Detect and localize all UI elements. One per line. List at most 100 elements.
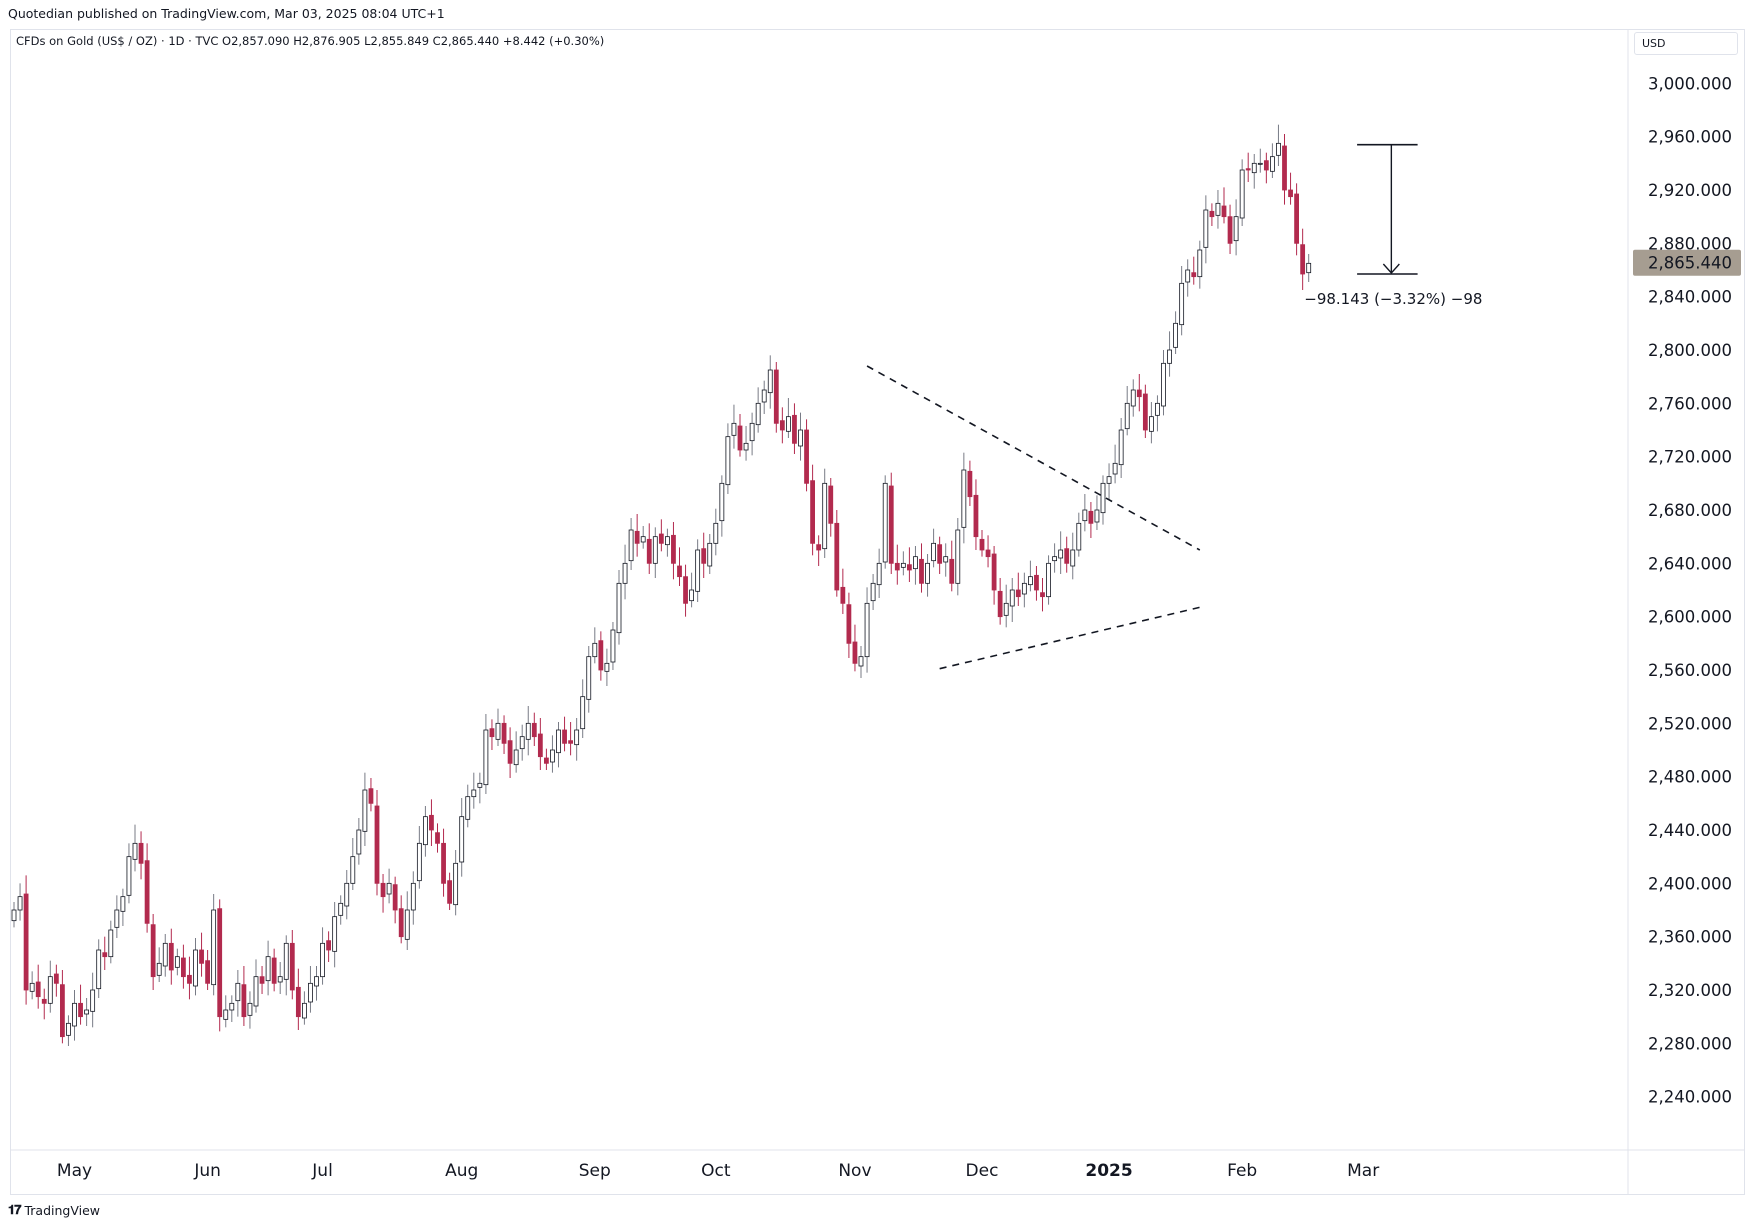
candle-body-up [265, 956, 271, 982]
candle-body-down [779, 420, 785, 431]
candle-body-up [695, 549, 701, 592]
candle-body-down [380, 882, 386, 898]
candle-body-up [1052, 556, 1057, 562]
candle-body-down [1209, 210, 1215, 218]
price-axis[interactable]: 2,240.000 2,280.000 2,320.000 2,360.000 2,40… [1633, 74, 1741, 1107]
candle-body-up [277, 976, 283, 983]
candle-body-down [150, 924, 156, 978]
price-tick-label: 2,600.000 [1648, 608, 1732, 627]
candle-body-up [913, 556, 918, 570]
candle-body-down [429, 814, 434, 831]
candle-body-up [495, 722, 501, 740]
candle-body-up [1276, 142, 1281, 156]
candle-body-up [1203, 209, 1209, 248]
lower-trendline [939, 606, 1200, 670]
candle-body-up [332, 916, 338, 952]
candle-body-up [556, 729, 561, 754]
footer-logo-text: TradingView [24, 1203, 100, 1218]
candle-body-up [1106, 476, 1112, 484]
candle-body-up [96, 949, 102, 990]
candle-body-up [1233, 216, 1239, 242]
candle-body-down [1142, 393, 1148, 431]
candle-body-up [362, 789, 368, 832]
candle-body-up [870, 582, 876, 602]
candle-body-up [1215, 202, 1221, 216]
candle-body-up [162, 942, 168, 967]
candle-body-up [1239, 169, 1245, 219]
time-tick-label: Nov [838, 1161, 871, 1181]
candle-body-up [731, 422, 737, 436]
candle-body-down [507, 740, 513, 764]
candle-body-up [1046, 562, 1051, 598]
candle-body-down [501, 722, 507, 744]
candle-body-up [301, 1002, 307, 1019]
candle-body-down [1015, 589, 1021, 598]
candle-body-up [1251, 162, 1257, 174]
candle-body-up [211, 909, 217, 986]
candle-body-up [66, 1022, 71, 1036]
candle-body-up [513, 749, 519, 766]
candle-body-up [84, 1009, 89, 1015]
last-price-badge [1633, 249, 1741, 276]
candle-body-down [1088, 510, 1094, 524]
price-tick-label: 2,400.000 [1648, 874, 1732, 893]
time-tick-label: Jun [193, 1161, 221, 1181]
time-tick-label: Aug [445, 1161, 478, 1181]
candle-body-up [925, 562, 930, 584]
candle-body-up [404, 909, 410, 940]
publisher-header: Quotedian published on TradingView.com, … [8, 6, 445, 21]
candle-body-up [640, 536, 646, 543]
candle-body-up [1021, 582, 1027, 595]
candle-body-up [961, 469, 967, 528]
candle-body-up [17, 896, 23, 911]
price-tick-label: 2,560.000 [1648, 661, 1732, 680]
trendline-drawings: −98.143 (−3.32%) −98 [866, 143, 1482, 670]
candle-body-down [852, 641, 858, 664]
candle-body-up [1076, 522, 1082, 551]
candle-body-up [882, 482, 888, 563]
candle-body-down [937, 544, 943, 564]
candle-body-up [465, 796, 471, 820]
candle-body-up [525, 722, 531, 740]
candle-body-down [60, 984, 65, 1038]
candle-body-up [616, 582, 622, 634]
candle-body-down [1263, 160, 1269, 171]
price-tick-label: 2,680.000 [1648, 501, 1732, 520]
candle-body-up [453, 862, 459, 906]
candle-body-up [665, 536, 670, 546]
candle-body-down [1136, 389, 1142, 398]
candle-body-down [985, 549, 991, 558]
time-axis[interactable]: May Jun Jul Aug Sep Oct Nov Dec 2025 Feb Mar [57, 1161, 1379, 1181]
candle-body-up [858, 656, 864, 667]
candle-body-down [701, 548, 707, 564]
candle-body-down [828, 485, 834, 524]
candle-body-up [652, 536, 658, 564]
candle-body-down [1034, 574, 1039, 591]
candle-body-down [241, 984, 247, 1018]
candle-body-up [471, 789, 477, 798]
currency-selector[interactable]: USD [1634, 32, 1738, 55]
candle-body-up [864, 602, 870, 658]
candle-body-up [459, 816, 465, 863]
candle-body-down [23, 893, 29, 991]
candle-body-up [604, 662, 610, 672]
candle-body-down [1064, 548, 1070, 564]
candle-body-down [441, 842, 446, 884]
candle-body-up [519, 736, 525, 750]
candle-body-up [749, 422, 755, 442]
candle-body-up [193, 949, 198, 987]
candle-body-down [392, 884, 398, 911]
candle-body-up [943, 556, 949, 563]
candle-body-up [689, 589, 694, 602]
candle-body-down [53, 973, 59, 984]
candle-body-up [1173, 322, 1178, 348]
candle-body-down [1221, 205, 1227, 218]
candle-body-up [610, 629, 616, 663]
candle-body-up [223, 1009, 229, 1020]
time-tick-label: 2025 [1085, 1161, 1132, 1181]
candle-body-down [41, 998, 47, 1004]
candle-body-up [1118, 429, 1124, 466]
candle-body-up [1003, 602, 1009, 616]
candle-body-down [537, 733, 543, 758]
